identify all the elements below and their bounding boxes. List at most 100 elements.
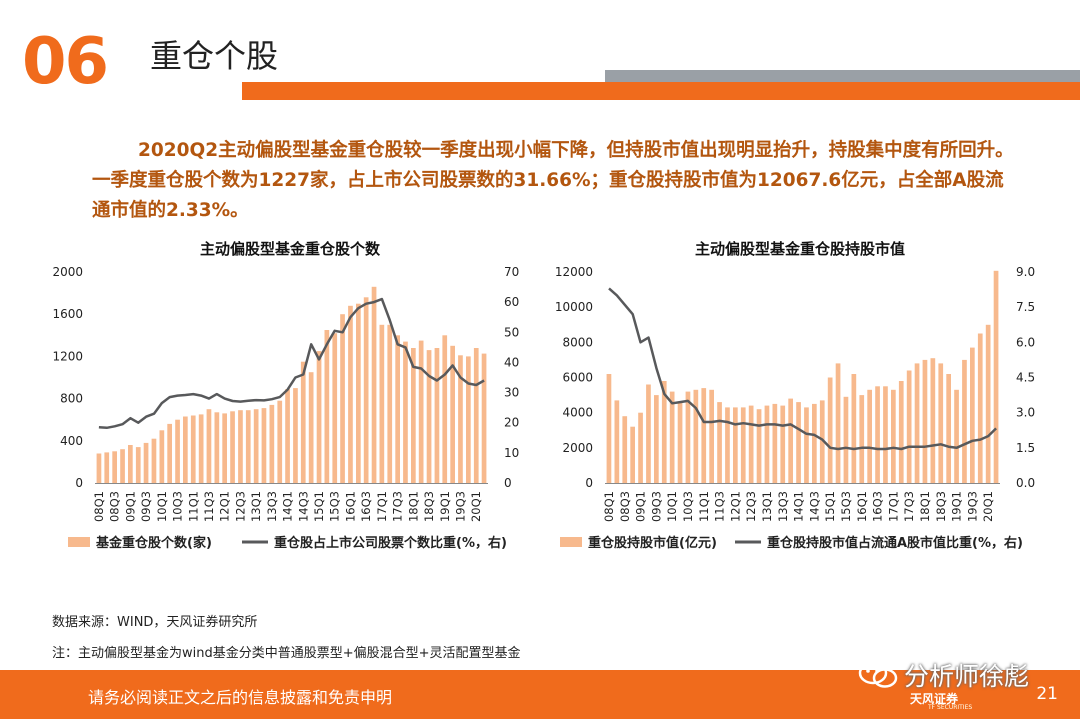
- x-tick: 15Q3: [839, 491, 853, 522]
- y-left-tick: 10000: [555, 300, 593, 314]
- bar: [977, 333, 983, 483]
- bar: [96, 453, 102, 483]
- x-tick: 19Q3: [454, 491, 468, 522]
- footnote: 注：主动偏股型基金为wind基金分类中普通股票型+偏股混合型+灵活配置型基金: [52, 646, 521, 661]
- bar: [677, 402, 683, 483]
- bar: [843, 396, 849, 483]
- bar: [835, 363, 841, 483]
- x-tick: 11Q3: [202, 491, 216, 522]
- y-right-tick: 60: [504, 295, 519, 309]
- bar: [740, 407, 746, 483]
- bar: [356, 303, 361, 483]
- x-tick: 15Q3: [328, 491, 342, 522]
- y-right-tick: 1.5: [1016, 441, 1035, 455]
- bar: [685, 391, 691, 483]
- page-number: 21: [1036, 684, 1058, 704]
- y-right-tick: 3.0: [1016, 406, 1035, 420]
- x-tick: 08Q3: [618, 491, 632, 522]
- bar: [717, 402, 722, 483]
- bar: [379, 324, 385, 484]
- x-tick: 09Q1: [634, 491, 648, 522]
- bar: [269, 404, 275, 483]
- y-left-tick: 0: [585, 476, 593, 490]
- bar: [804, 407, 809, 483]
- header-orange-band: [242, 82, 1080, 100]
- bar: [906, 370, 912, 483]
- bar: [772, 403, 778, 483]
- x-tick: 18Q3: [934, 491, 948, 522]
- chart-title: 主动偏股型基金重仓股持股市值: [695, 240, 905, 258]
- bar: [175, 419, 180, 483]
- y-right-tick: 70: [504, 265, 519, 279]
- x-tick: 18Q1: [918, 491, 932, 522]
- y-right-tick: 4.5: [1016, 371, 1035, 385]
- bar: [756, 409, 762, 483]
- y-right-tick: 50: [504, 325, 519, 339]
- y-right-tick: 7.5: [1016, 300, 1035, 314]
- bar: [725, 407, 730, 483]
- y-left-tick: 1200: [52, 349, 83, 363]
- bar: [143, 442, 149, 483]
- chart-title: 主动偏股型基金重仓股个数: [200, 240, 381, 258]
- bar: [332, 333, 338, 483]
- bar: [245, 410, 251, 483]
- y-left-tick: 2000: [562, 441, 593, 455]
- y-right-tick: 0: [504, 476, 512, 490]
- bar: [638, 412, 643, 483]
- bar: [709, 389, 714, 483]
- y-right-tick: 30: [504, 386, 519, 400]
- x-tick: 11Q1: [186, 491, 200, 522]
- x-tick: 16Q3: [359, 491, 373, 522]
- bar: [324, 330, 330, 483]
- y-right-tick: 0.0: [1016, 476, 1035, 490]
- bar: [230, 411, 235, 483]
- x-tick: 11Q1: [697, 491, 711, 522]
- bar: [418, 340, 424, 483]
- bar: [403, 341, 408, 483]
- bar: [112, 451, 117, 483]
- x-tick: 10Q1: [155, 491, 169, 522]
- disclaimer-link[interactable]: 请务必阅读正文之后的信息披露和免责申明: [88, 688, 393, 707]
- bar: [206, 409, 212, 483]
- x-tick: 12Q1: [218, 491, 232, 522]
- y-left-tick: 400: [60, 434, 83, 448]
- footer-bar: 请务必阅读正文之后的信息披露和免责申明 21: [0, 670, 1080, 719]
- bar: [993, 270, 999, 483]
- x-tick: 16Q3: [871, 491, 885, 522]
- bar: [253, 409, 259, 483]
- bar: [827, 377, 833, 483]
- bar: [898, 381, 904, 483]
- legend-line-label: 重仓股持股市值占流通A股市值比重(%，右): [767, 535, 1023, 551]
- x-tick: 19Q1: [438, 491, 452, 522]
- watermark: 分析师徐彪: [858, 657, 1029, 693]
- legend-bar-label: 基金重仓股个数(家): [95, 535, 212, 551]
- y-right-tick: 40: [504, 355, 519, 369]
- bar: [954, 389, 959, 483]
- legend-bar-label: 重仓股持股市值(亿元): [588, 535, 717, 551]
- bar: [104, 452, 110, 483]
- bar: [261, 408, 267, 483]
- bar: [693, 389, 699, 483]
- legend-bar-swatch: [68, 537, 90, 547]
- bar: [930, 358, 936, 483]
- x-tick: 19Q1: [950, 491, 964, 522]
- wechat-icon: [858, 661, 898, 688]
- x-tick: 10Q3: [681, 491, 695, 522]
- y-left-tick: 2000: [52, 265, 83, 279]
- x-tick: 09Q1: [123, 491, 137, 522]
- bar: [622, 416, 628, 483]
- x-tick: 20Q1: [981, 491, 995, 522]
- bar: [308, 372, 314, 483]
- bar: [970, 347, 975, 483]
- bar: [891, 389, 896, 483]
- bar: [442, 335, 448, 483]
- bar: [701, 388, 707, 483]
- summary-paragraph: 2020Q2主动偏股型基金重仓股较一季度出现小幅下降，但持股市值出现明显抬升，持…: [92, 140, 1014, 221]
- x-tick: 18Q3: [422, 491, 436, 522]
- section-number: 06: [22, 25, 109, 99]
- series-line: [98, 297, 485, 430]
- bar: [277, 400, 283, 483]
- bar: [128, 445, 133, 483]
- x-tick: 16Q1: [343, 491, 357, 522]
- x-tick: 14Q3: [807, 491, 821, 522]
